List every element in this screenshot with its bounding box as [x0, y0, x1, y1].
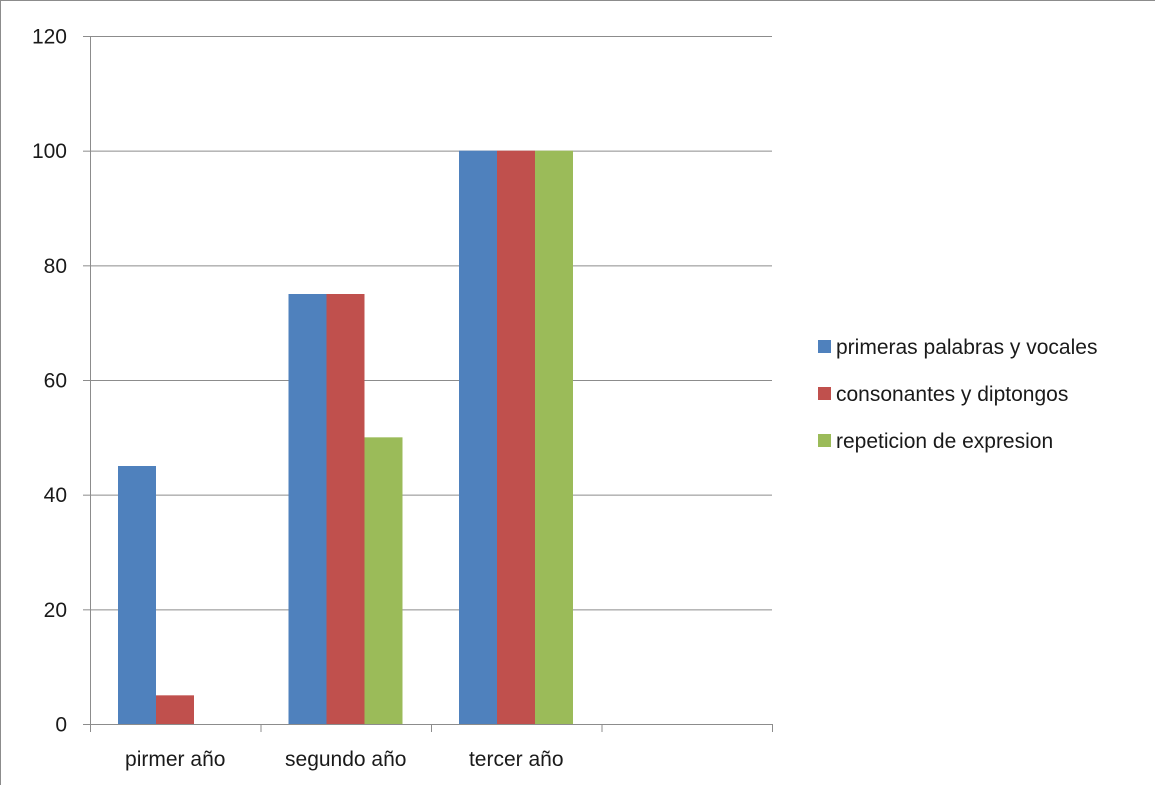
legend-swatch — [818, 434, 831, 447]
bar-2-2 — [535, 150, 573, 724]
legend-swatch — [818, 387, 831, 400]
y-tick-label: 100 — [32, 140, 67, 163]
legend-label: consonantes y diptongos — [836, 383, 1068, 406]
y-tick-label: 40 — [44, 484, 67, 507]
y-tick-label: 120 — [32, 26, 67, 49]
bar-2-1 — [364, 437, 403, 724]
bar-1-0 — [156, 695, 194, 724]
bar-0-2 — [459, 150, 497, 724]
legend-swatch — [818, 340, 831, 353]
y-tick-label: 60 — [44, 370, 67, 393]
y-axis-ticks: 0 20 40 60 80 100 120 — [32, 26, 90, 737]
bar-1-1 — [326, 294, 365, 724]
x-tick-label: tercer año — [469, 748, 564, 771]
legend-label: repeticion de expresion — [836, 430, 1053, 453]
x-tick-label: segundo año — [285, 748, 406, 771]
legend-label: primeras palabras y vocales — [836, 336, 1097, 359]
bar-0-0 — [118, 466, 156, 724]
legend: primeras palabras y vocales consonantes y… — [818, 336, 1097, 453]
y-tick-label: 0 — [55, 714, 67, 737]
bars — [118, 150, 573, 724]
bar-0-1 — [288, 294, 327, 724]
x-axis-ticks: pirmer año segundo año tercer año — [90, 724, 773, 771]
x-tick-label: pirmer año — [125, 748, 225, 771]
bar-1-2 — [497, 150, 535, 724]
y-tick-label: 80 — [44, 255, 67, 278]
y-tick-label: 20 — [44, 599, 67, 622]
gridlines — [90, 36, 772, 611]
